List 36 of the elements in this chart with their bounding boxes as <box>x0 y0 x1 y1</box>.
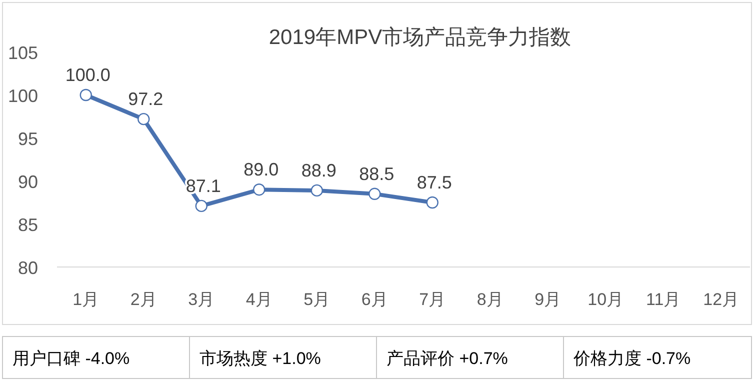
text: 产品评价 +0.7% <box>386 349 508 368</box>
point <box>368 188 381 200</box>
x-tick-label: 11月 <box>646 290 681 309</box>
data-label: 97.2 <box>128 89 164 110</box>
data-label: 100.0 <box>65 65 110 85</box>
y-tick-label: 105 <box>8 43 38 63</box>
point <box>426 196 438 209</box>
text: 市场热度 +1.0% <box>200 349 321 368</box>
x-tick-label: 6月 <box>361 290 388 309</box>
x-tick-label: 4月 <box>246 290 272 309</box>
data-label: 88.9 <box>301 160 336 180</box>
point <box>310 184 323 197</box>
y-tick-label: 100 <box>8 86 38 106</box>
y-tick-label: 95 <box>18 129 38 149</box>
y-tick-label: 90 <box>18 172 38 192</box>
x-tick-label: 2月 <box>130 290 157 309</box>
point <box>253 184 266 196</box>
x-tick-label: 12月 <box>703 290 740 309</box>
point <box>80 88 92 102</box>
data-label: 89.0 <box>244 160 279 180</box>
data-label: 87.5 <box>416 172 452 192</box>
x-tick-label: 10月 <box>588 290 624 309</box>
y-tick-label: 80 <box>18 258 38 278</box>
point <box>195 200 208 212</box>
text: 用户口碑 -4.0% <box>12 349 130 368</box>
x-tick-label: 7月 <box>419 290 446 309</box>
y-tick-label: 85 <box>18 215 38 235</box>
x-tick-label: 3月 <box>188 290 215 309</box>
x-tick-label: 8月 <box>476 290 504 309</box>
point <box>138 112 150 126</box>
chart-title: 2019年MPV市场产品竞争力指数 <box>268 26 572 49</box>
x-tick-label: 9月 <box>534 290 562 309</box>
x-tick-label: 1月 <box>72 290 100 309</box>
x-tick-label: 5月 <box>304 290 330 309</box>
text: 价格力度 -0.7% <box>572 349 691 368</box>
data-label: 88.5 <box>359 164 394 184</box>
